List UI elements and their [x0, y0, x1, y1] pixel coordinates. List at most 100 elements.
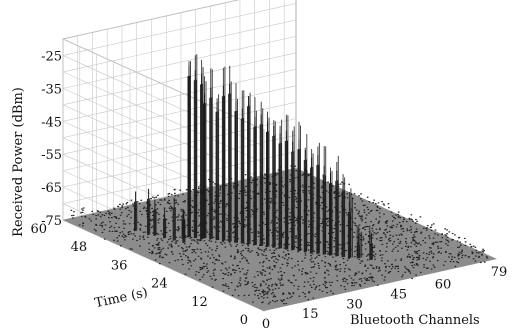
noise-dot [324, 277, 326, 279]
noise-dot [273, 265, 275, 267]
noise-dot [152, 211, 154, 213]
noise-dot [219, 192, 222, 194]
noise-dot [334, 237, 336, 239]
noise-dot [425, 259, 427, 261]
noise-dot [268, 197, 271, 199]
noise-dot [138, 202, 141, 205]
noise-dot [475, 252, 478, 254]
noise-dot [261, 253, 263, 255]
noise-dot [260, 283, 262, 285]
noise-dot [198, 209, 200, 211]
noise-dot [427, 225, 429, 227]
noise-dot [394, 246, 397, 248]
noise-dot [321, 230, 324, 232]
noise-dot [226, 269, 228, 271]
noise-dot [410, 262, 412, 264]
noise-dot [335, 266, 337, 268]
noise-dot [369, 273, 372, 275]
noise-dot [245, 185, 247, 187]
noise-dot [258, 289, 260, 291]
noise-dot [177, 227, 179, 229]
noise-dot [281, 256, 284, 258]
noise-dot [402, 221, 404, 223]
noise-dot [266, 292, 268, 294]
z-tick-label: -55 [41, 148, 62, 163]
noise-dot [423, 266, 425, 268]
noise-dot [158, 242, 161, 244]
noise-dot [485, 256, 488, 258]
noise-dot [414, 236, 416, 238]
noise-dot [327, 251, 330, 253]
noise-dot [364, 264, 367, 266]
noise-dot [380, 260, 383, 262]
noise-dot [344, 268, 346, 270]
noise-dot [276, 235, 279, 237]
noise-dot [159, 199, 161, 201]
noise-dot [158, 256, 161, 258]
noise-dot [224, 206, 227, 208]
noise-dot [282, 284, 284, 286]
noise-dot [243, 273, 246, 275]
noise-dot [264, 291, 266, 293]
noise-dot [312, 261, 315, 263]
noise-dot [248, 294, 250, 296]
noise-dot [318, 265, 320, 267]
noise-dot [178, 214, 180, 216]
noise-dot [198, 224, 201, 226]
noise-dot [115, 216, 117, 219]
noise-dot [123, 236, 125, 238]
noise-dot [197, 225, 200, 227]
noise-dot [458, 246, 461, 248]
noise-dot [237, 264, 239, 267]
noise-dot [300, 248, 303, 250]
noise-dot [360, 198, 362, 200]
noise-dot [219, 201, 222, 203]
noise-dot [410, 218, 412, 220]
noise-dot [180, 210, 183, 212]
noise-dot [295, 241, 297, 243]
noise-dot [343, 277, 345, 279]
x-tick-label: 15 [302, 307, 319, 322]
noise-dot [409, 256, 411, 259]
noise-dot [143, 238, 145, 240]
noise-dot [429, 226, 432, 229]
noise-dot [405, 267, 408, 270]
noise-dot [345, 250, 347, 252]
noise-dot [344, 288, 347, 290]
noise-dot [365, 270, 368, 272]
noise-dot [375, 218, 377, 220]
noise-dot [254, 286, 256, 288]
noise-dot [379, 237, 381, 239]
noise-dot [260, 272, 262, 275]
noise-dot [285, 303, 288, 305]
noise-dot [192, 230, 194, 232]
noise-dot [82, 207, 85, 209]
noise-dot [314, 263, 316, 265]
z-tick-label: -75 [41, 214, 62, 229]
noise-dot [244, 174, 247, 176]
noise-dot [289, 231, 291, 233]
noise-dot [218, 255, 221, 257]
noise-dot [101, 224, 103, 226]
noise-dot [313, 187, 315, 189]
noise-dot [157, 252, 159, 254]
noise-dot [385, 266, 387, 268]
noise-dot [212, 236, 215, 238]
grid-line [62, 0, 240, 40]
noise-dot [430, 250, 433, 252]
noise-dot [372, 224, 375, 226]
noise-dot [442, 264, 445, 266]
noise-dot [297, 251, 299, 253]
noise-dot [218, 259, 220, 261]
noise-dot [123, 227, 125, 229]
noise-dot [272, 300, 274, 302]
noise-dot [167, 193, 170, 195]
noise-dot [213, 225, 216, 228]
noise-dot [139, 245, 141, 247]
noise-dot [294, 219, 297, 222]
noise-dot [483, 261, 486, 263]
noise-dot [168, 192, 171, 195]
noise-dot [264, 173, 266, 175]
noise-dot [309, 259, 312, 261]
noise-dot [288, 243, 290, 246]
